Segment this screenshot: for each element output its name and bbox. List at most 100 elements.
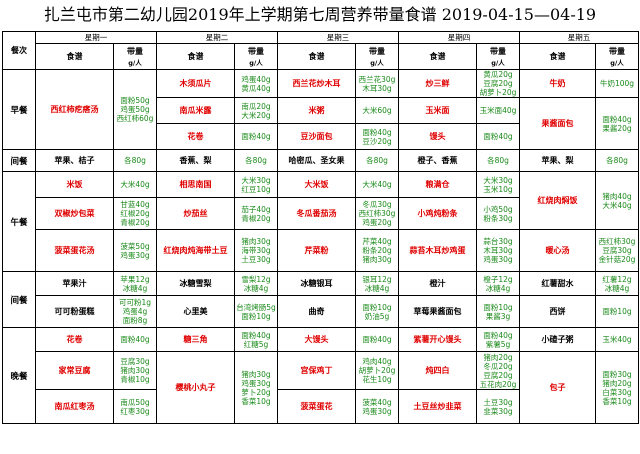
recipe-header: 食谱: [156, 43, 235, 70]
dish-cell: 木须瓜片: [156, 69, 235, 98]
amount-cell: 大米40g: [113, 171, 157, 198]
meal-label-snack1: 间餐: [2, 149, 36, 172]
amount-cell: 芹菜40g 粉条20g 猪肉30g: [355, 229, 399, 272]
dish-cell: 苹果、桔子: [35, 149, 114, 172]
page-title: 扎兰屯市第二幼儿园2019年上学期第七周营养带量食谱 2019-04-15—04…: [43, 5, 597, 24]
dish-cell: 豆沙面包: [277, 123, 356, 150]
amount-cell: 各80g: [113, 149, 157, 172]
amount-cell: 猪肉30g 鸡蛋30g 萝卜20g 香菜10g: [234, 351, 278, 424]
menu-table: 餐次 星期一 星期二 星期三 星期四 星期五 食谱 带量 g/人 食谱 带量 g/人…: [2, 31, 639, 424]
dish-cell: 双椒炒包菜: [35, 197, 114, 230]
dish-cell: 小鸡炖粉条: [398, 197, 477, 230]
dish-cell: 包子: [519, 351, 596, 424]
dish-cell: 红烧肉炖海带土豆: [156, 229, 235, 272]
dish-cell: 炒三鲜: [398, 69, 477, 98]
dish-cell: 大米饭: [277, 171, 356, 198]
amount-cell: 橙子12g 冰糖4g: [476, 271, 520, 296]
amount-cell: 面粉40g 红糖5g: [234, 327, 278, 352]
header-row-labels: 食谱 带量 g/人 食谱 带量 g/人 食谱 带量 g/人 食谱 带量 g/人 食谱 带…: [3, 43, 639, 70]
dish-cell: 菠菜蛋花: [277, 389, 356, 424]
amount-header: 带量 g/人: [355, 43, 399, 70]
dish-cell: 橙汁: [398, 271, 477, 296]
amount-cell: 苹果12g 冰糖4g: [113, 271, 157, 296]
dish-cell: 南瓜米露: [156, 97, 235, 124]
snack2-row-2: 可可粉蛋糕 可可粉1g 鸡蛋4g 面粉8g 心里美 台湾烤肠5g 面粉10g 曲奇 面…: [3, 295, 639, 328]
dish-cell: 冰糖银耳: [277, 271, 356, 296]
amount-cell: 大米60g: [355, 97, 399, 124]
amount-cell: 面粉40g: [234, 123, 278, 150]
dish-cell: 宫保鸡丁: [277, 351, 356, 390]
dish-cell: 曲奇: [277, 295, 356, 328]
dinner-row-3: 南瓜红枣汤 南瓜50g 红枣30g 菠菜蛋花 菠菜40g 鸡蛋30g 土豆丝炒韭菜 …: [3, 389, 639, 424]
amount-cell: 猪肉40g 大米40g: [595, 171, 639, 230]
amount-cell: 鸡肉40g 胡萝卜20g 花生10g: [355, 351, 399, 390]
dish-cell: 牛奶: [519, 69, 596, 98]
dish-cell: 土豆丝炒韭菜: [398, 389, 477, 424]
recipe-header: 食谱: [277, 43, 356, 70]
amount-cell: 猪肉20g 冬瓜20g 豆腐20g 五花肉20g: [476, 351, 520, 390]
amount-label: 带量: [490, 47, 506, 56]
amount-cell: 菠菜50g 鸡蛋30g: [113, 229, 157, 272]
unit-label: g/人: [249, 59, 263, 67]
amount-cell: 面粉40g: [355, 327, 399, 352]
dish-cell: 冬瓜番茄汤: [277, 197, 356, 230]
dish-cell: 红薯甜水: [519, 271, 596, 296]
amount-cell: 各80g: [595, 149, 639, 172]
amount-cell: 各80g: [355, 149, 399, 172]
dish-cell: 小碴子粥: [519, 327, 596, 352]
dish-cell: 樱桃小丸子: [156, 351, 235, 424]
dish-cell: 苹果汁: [35, 271, 114, 296]
dish-cell: 冰糖雪梨: [156, 271, 235, 296]
dish-cell: 果酱面包: [519, 97, 596, 150]
amount-cell: 红薯12g 冰糖4g: [595, 271, 639, 296]
amount-cell: 玉米面40g: [476, 97, 520, 124]
dish-cell: 心里美: [156, 295, 235, 328]
amount-cell: 小鸡50g 粉条30g: [476, 197, 520, 230]
amount-cell: 面粉40g: [113, 327, 157, 352]
amount-cell: 各80g: [234, 149, 278, 172]
amount-cell: 蒜台30g 木耳30g 鸡蛋30g: [476, 229, 520, 272]
dish-cell: 芹菜粉: [277, 229, 356, 272]
dish-cell: 炖四白: [398, 351, 477, 390]
amount-cell: 豆腐30g 猪肉30g 青椒10g: [113, 351, 157, 390]
recipe-header: 食谱: [35, 43, 114, 70]
dish-cell: 西红柿疙瘩汤: [35, 69, 114, 150]
amount-cell: 南瓜20g 大米20g: [234, 97, 278, 124]
recipe-header: 食谱: [519, 43, 596, 70]
day-header-mon: 星期一: [35, 31, 157, 44]
snack1-row: 间餐 苹果、桔子 各80g 香蕉、梨 各80g 哈密瓜、圣女果 各80g 橙子、…: [2, 149, 639, 172]
amount-cell: 各80g: [476, 149, 520, 172]
dish-cell: 米粥: [277, 97, 356, 124]
amount-header: 带量 g/人: [234, 43, 278, 70]
dish-cell: 橙子、香蕉: [398, 149, 477, 172]
dish-cell: 哈密瓜、圣女果: [277, 149, 356, 172]
amount-cell: 面粉40g 果酱20g: [595, 97, 639, 150]
amount-header: 带量 g/人: [595, 43, 639, 70]
meal-label-breakfast: 早餐: [2, 69, 36, 150]
dish-cell: 西饼: [519, 295, 596, 328]
amount-cell: 面粉10g 果酱3g: [476, 295, 520, 328]
amount-cell: 面粉10g: [595, 295, 639, 328]
meal-label-dinner: 晚餐: [2, 327, 36, 424]
amount-header: 带量 g/人: [113, 43, 157, 70]
dish-cell: 红烧肉焖饭: [519, 171, 596, 230]
dish-cell: 暖心汤: [519, 229, 596, 272]
lunch-row-1: 午餐 米饭 大米40g 相思南国 大米30g 红豆10g 大米饭 大米40g 粮满…: [2, 171, 639, 272]
header-row-days: 餐次 星期一 星期二 星期三 星期四 星期五: [2, 31, 639, 70]
amount-label: 带量: [127, 47, 143, 56]
amount-cell: 牛奶100g: [595, 69, 639, 98]
dish-cell: 家常豆腐: [35, 351, 114, 390]
amount-cell: 面粉10g 奶油5g: [355, 295, 399, 328]
dish-cell: 馒头: [398, 123, 477, 150]
amount-cell: 面粉40g: [476, 123, 520, 150]
amount-cell: 面粉40g 紫薯5g: [476, 327, 520, 352]
amount-cell: 大米30g 红豆10g: [234, 171, 278, 198]
dish-cell: 草莓果酱面包: [398, 295, 477, 328]
amount-cell: 面粉50g 鸡蛋50g 西红柿60g: [113, 69, 157, 150]
amount-cell: 甘蓝40g 红椒20g 青椒20g: [113, 197, 157, 230]
amount-cell: 西红柿30g 豆腐30g 金针菇20g: [595, 229, 639, 272]
lunch-row-2: 双椒炒包菜 甘蓝40g 红椒20g 青椒20g 炒茄丝 茄子40g 青椒20g 冬瓜番…: [3, 197, 639, 230]
dish-cell: 炒茄丝: [156, 197, 235, 230]
dish-cell: 可可粉蛋糕: [35, 295, 114, 328]
amount-cell: 菠菜40g 鸡蛋30g: [355, 389, 399, 424]
